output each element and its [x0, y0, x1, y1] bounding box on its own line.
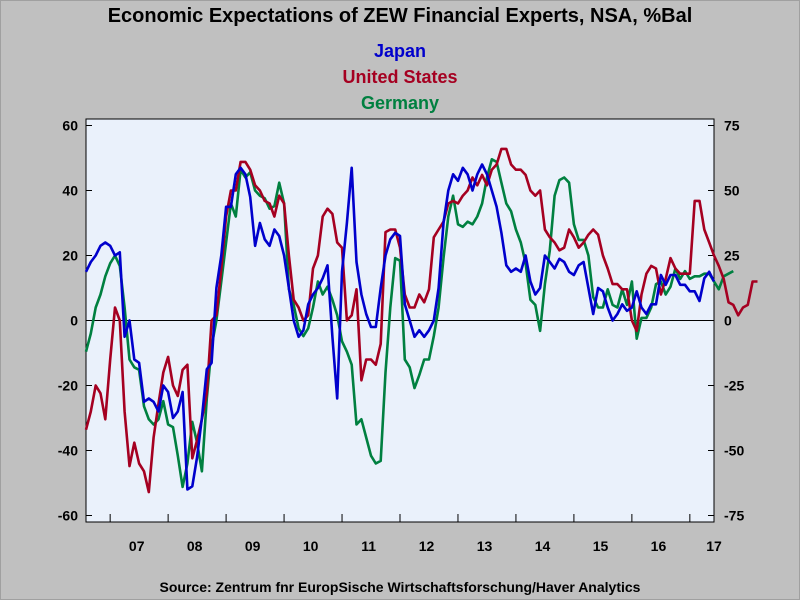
year-label: 11 [361, 538, 376, 554]
year-label: 17 [706, 538, 722, 554]
year-label: 08 [187, 538, 203, 554]
chart-title: Economic Expectations of ZEW Financial E… [108, 5, 693, 27]
right-tick-label: 50 [724, 183, 740, 199]
united-states-line [84, 147, 758, 494]
left-tick-label: 40 [62, 183, 78, 199]
legend-japan: Japan [374, 41, 426, 61]
germany-line [84, 158, 734, 489]
left-tick-label: -20 [58, 378, 78, 394]
legend-germany: Germany [361, 93, 439, 113]
left-tick-label: -40 [58, 443, 78, 459]
year-label: 16 [651, 538, 667, 554]
year-label: 13 [477, 538, 493, 554]
series-group [84, 147, 758, 494]
japan-line [84, 163, 716, 491]
source-note: Source: Zentrum fnr EuropSische Wirtscha… [160, 579, 641, 595]
right-tick-label: 0 [724, 313, 732, 329]
year-label: 14 [535, 538, 551, 554]
year-label: 10 [303, 538, 319, 554]
left-tick-label: -60 [58, 508, 78, 524]
year-label: 09 [245, 538, 261, 554]
right-tick-label: -75 [724, 508, 744, 524]
year-label: 07 [129, 538, 145, 554]
right-tick-label: 25 [724, 248, 740, 264]
left-tick-label: 60 [62, 118, 78, 134]
right-tick-label: 75 [724, 118, 740, 134]
axes: 60 40 20 0 -20 -40 -60 75 50 25 0 -25 -50 -75 07 08 09 10… [58, 118, 745, 555]
right-tick-label: -25 [724, 378, 744, 394]
legend-united-states: United States [342, 67, 457, 87]
year-label: 12 [419, 538, 435, 554]
year-label: 15 [593, 538, 609, 554]
left-tick-label: 20 [62, 248, 78, 264]
right-tick-label: -50 [724, 443, 744, 459]
left-tick-label: 0 [70, 313, 78, 329]
